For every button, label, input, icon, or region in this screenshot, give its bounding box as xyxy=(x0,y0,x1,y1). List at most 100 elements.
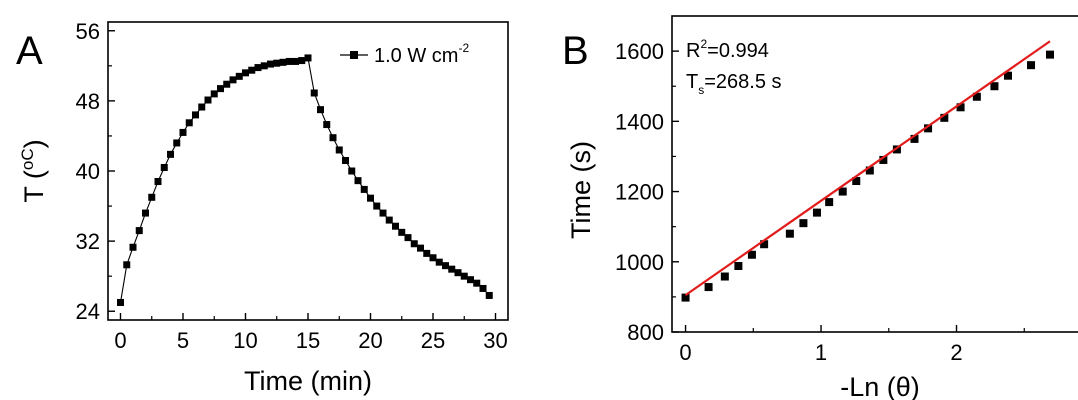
panel-0-x-tick-label: 20 xyxy=(358,328,382,353)
panel-a-data-point xyxy=(292,57,299,65)
panel-a-data-point xyxy=(404,234,412,242)
panel-a-y-title-close: ) xyxy=(19,139,49,148)
panel-a-data-point xyxy=(473,279,481,287)
ts-annotation: Ts=268.5 s xyxy=(686,71,782,97)
panel-a-x-axis-title: Time (min) xyxy=(244,366,372,396)
panel-a-data-point xyxy=(142,209,149,217)
panel-0-x-tick-label: 0 xyxy=(114,328,126,353)
panel-b-data-point xyxy=(910,134,919,143)
panel-b-x-axis-title: -Ln (θ) xyxy=(840,372,920,400)
panel-a-data-point xyxy=(242,69,249,77)
panel-a-data-point xyxy=(192,111,199,119)
panel-b-data-point xyxy=(681,293,690,302)
panel-b-data-point xyxy=(990,82,999,91)
panel-1-x-tick-label: 1 xyxy=(815,340,827,365)
panel-0-x-tick-label: 25 xyxy=(421,328,445,353)
panel-a-data-point xyxy=(435,258,443,266)
panel-b-data-point xyxy=(760,240,769,249)
panel-b: B 01238001000120014001600 -Ln (θ) Time (… xyxy=(562,15,1078,400)
panel-a-data-point xyxy=(329,134,337,142)
panel-a-y-axis-title: T (oC) xyxy=(18,139,49,202)
panel-b-data-point xyxy=(972,92,981,101)
panel-a-data-point xyxy=(410,240,418,248)
legend-marker xyxy=(350,51,358,59)
panel-b-data-point xyxy=(704,283,713,292)
panel-0-y-tick-label: 24 xyxy=(76,299,100,324)
panel-b-ticks: 01238001000120014001600 xyxy=(615,39,1025,365)
panel-a-data-point xyxy=(335,146,343,154)
panel-a-data-point xyxy=(367,194,374,202)
panel-b-data-point xyxy=(852,177,861,186)
r2-sup: 2 xyxy=(700,37,707,51)
panel-a-data-point xyxy=(298,57,306,65)
panel-a-data-point xyxy=(167,150,174,158)
legend-label: 1.0 W cm-2 xyxy=(374,41,469,67)
panel-a-y-title-main: T ( xyxy=(19,170,49,203)
panel-a-data-point xyxy=(323,121,331,129)
panel-a-data-point xyxy=(429,254,437,262)
panel-a-data-point xyxy=(173,139,181,147)
panel-b-fit-line xyxy=(684,40,1051,297)
panel-0-y-tick-label: 40 xyxy=(76,159,100,184)
panel-a-data-point xyxy=(235,72,243,80)
panel-0-x-tick-label: 5 xyxy=(177,328,189,353)
panel-a: A 0 5 10 15 20 25 30 24 32 40 48 56 Time (min) T (o… xyxy=(16,19,509,396)
panel-b-data-point xyxy=(799,219,808,228)
panel-1-y-tick-label: 1000 xyxy=(615,250,664,275)
panel-a-data-point xyxy=(285,57,293,65)
panel-a-data-point xyxy=(117,298,124,306)
panel-0-y-tick-label: 56 xyxy=(76,19,100,44)
panel-a-plot xyxy=(117,54,493,306)
r2-base: R xyxy=(686,40,700,62)
panel-a-data-point xyxy=(310,89,318,97)
ts-sub: s xyxy=(698,83,704,97)
panel-a-ticks: 0 5 10 15 20 25 30 24 32 40 48 56 xyxy=(76,19,508,353)
panel-a-data-point xyxy=(135,227,143,235)
panel-b-data-point xyxy=(720,272,729,281)
panel-a-data-point xyxy=(460,272,468,280)
panel-a-data-point xyxy=(342,156,349,164)
panel-1-x-tick-label: 2 xyxy=(950,340,962,365)
panel-b-data-point xyxy=(747,250,756,259)
panel-a-data-point xyxy=(354,177,362,185)
ts-value: =268.5 s xyxy=(704,71,781,93)
panel-a-data-point xyxy=(179,128,187,136)
panel-a-data-point xyxy=(160,163,168,171)
panel-b-frame xyxy=(671,15,1078,333)
panel-a-data-point xyxy=(398,228,406,236)
panel-b-data-point xyxy=(785,229,794,238)
panel-a-data-point xyxy=(373,202,381,210)
panel-b-data-point xyxy=(940,113,949,122)
panel-a-data-point xyxy=(379,209,387,217)
panel-a-data-point xyxy=(148,193,156,201)
panel-b-y-axis-title: Time (s) xyxy=(566,141,596,239)
panel-a-data-point xyxy=(154,178,162,186)
panel-a-data-point xyxy=(129,243,137,251)
panel-b-data-point xyxy=(1046,50,1054,59)
panel-a-data-point xyxy=(123,261,131,269)
panel-b-data-point xyxy=(838,187,847,196)
panel-1-y-tick-label: 1200 xyxy=(615,180,664,205)
panel-a-data-point xyxy=(248,66,256,74)
panel-a-data-point xyxy=(442,262,449,270)
r-squared-annotation: R2=0.994 xyxy=(686,37,769,62)
panel-b-data-point xyxy=(892,145,901,154)
panel-a-series-line xyxy=(119,57,490,303)
panel-a-y-title-unit: oC xyxy=(18,148,37,170)
panel-1-x-tick-label: 0 xyxy=(679,340,691,365)
panel-a-data-point xyxy=(348,167,356,175)
panel-a-data-point xyxy=(392,222,399,230)
panel-0-x-tick-label: 10 xyxy=(233,328,257,353)
panel-a-data-point xyxy=(304,54,312,62)
panel-a-data-point xyxy=(260,62,268,70)
panel-1-y-tick-label: 800 xyxy=(627,320,664,345)
panel-b-data-point xyxy=(956,103,965,112)
legend-name: 1.0 W cm xyxy=(374,45,458,67)
panel-a-data-point xyxy=(479,284,487,292)
panel-0-y-tick-label: 32 xyxy=(76,229,100,254)
legend-sup: -2 xyxy=(458,41,469,55)
panel-a-data-point xyxy=(423,249,431,257)
panel-1-y-tick-label: 1400 xyxy=(615,109,664,134)
panel-a-data-point xyxy=(485,291,493,299)
panel-a-data-point xyxy=(279,58,287,66)
